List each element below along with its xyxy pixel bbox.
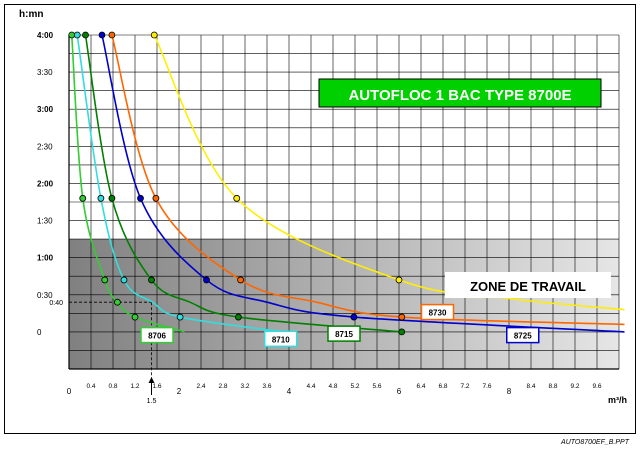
zone-label-box <box>445 272 611 298</box>
reference-lines: 1.5 0:40 <box>49 300 156 405</box>
marker-8730 <box>152 194 160 202</box>
reference-y-label: 0:40 <box>49 300 63 307</box>
y-tick-label: 0:30 <box>37 291 53 300</box>
series-label-box-8730 <box>420 303 455 321</box>
series-label-group: 870687108715872587308760 <box>140 281 540 348</box>
marker-8730 <box>237 276 245 284</box>
x-tick-label-minor: 9.6 <box>592 383 601 390</box>
x-tick-label-major: 6 <box>397 387 402 396</box>
marker-8706 <box>101 276 109 284</box>
markers <box>68 31 406 336</box>
marker-8730 <box>108 31 116 39</box>
x-tick-label-minor: 7.6 <box>482 383 491 390</box>
y-axis-label: h:mn <box>19 9 43 20</box>
marker-8706 <box>68 31 76 39</box>
marker-8715 <box>108 194 116 202</box>
y-tick-label: 1:30 <box>37 217 53 226</box>
y-tick-label: 3:30 <box>37 68 53 77</box>
marker-8715 <box>234 313 242 321</box>
axes <box>68 35 619 370</box>
title-box <box>318 78 602 108</box>
y-tick-label: 2:30 <box>37 142 53 151</box>
x-tick-label-minor: 5.6 <box>372 383 381 390</box>
series-label-8725: 8725 <box>514 332 532 341</box>
tick-labels: 4:00 3:30 3:00 2:30 2:00 1:30 1:00 0:30 0 0 2 4 6 8 0.… <box>37 31 602 396</box>
curve-8710 <box>76 34 284 333</box>
marker-8760 <box>395 276 403 284</box>
x-tick-label-minor: 2.4 <box>196 383 205 390</box>
series-label-box-8710 <box>264 330 298 348</box>
x-tick-label-minor: 7.2 <box>460 383 469 390</box>
marker-8710 <box>176 313 184 321</box>
x-tick-label-minor: 3.2 <box>240 383 249 390</box>
chart-svg: 1.50:40 870687108715872587308760 4:003:3… <box>19 9 627 405</box>
curve-8715 <box>84 34 402 333</box>
y-tick-label: 0 <box>37 328 42 337</box>
y-tick-label: 2:00 <box>37 179 54 188</box>
curve-8760 <box>153 34 625 311</box>
x-axis-label: m³/h <box>608 395 627 405</box>
x-tick-label-minor: 1.6 <box>152 383 161 390</box>
x-tick-label-minor: 2.8 <box>218 383 227 390</box>
marker-8725 <box>203 276 210 284</box>
x-tick-label-minor: 0.8 <box>108 383 117 390</box>
chart-title: AUTOFLOC 1 BAC TYPE 8700E <box>348 87 571 104</box>
x-tick-label-minor: 9.2 <box>570 383 579 390</box>
marker-8715 <box>82 31 89 39</box>
marker-8725 <box>98 31 106 39</box>
marker-8760 <box>150 31 158 39</box>
x-tick-label-minor: 3.6 <box>262 383 271 390</box>
work-zone-area <box>69 239 619 369</box>
marker-8725 <box>137 194 144 202</box>
marker-8725 <box>350 313 358 321</box>
marker-8730 <box>398 313 406 321</box>
file-name: AUTO8700EF_B.PPT <box>561 439 629 446</box>
series-label-8730: 8730 <box>429 309 447 318</box>
reference-arrow <box>148 377 155 383</box>
x-tick-label-minor: 0.4 <box>86 383 95 390</box>
marker-8715 <box>148 276 155 284</box>
series-label-box-8706 <box>140 326 174 344</box>
series-label-8710: 8710 <box>272 335 290 344</box>
x-tick-label-minor: 4.4 <box>306 383 315 390</box>
x-tick-label-minor: 4.8 <box>328 383 337 390</box>
x-tick-label-major: 2 <box>177 387 182 396</box>
y-tick-label: 4:00 <box>37 31 54 40</box>
marker-8710 <box>97 194 105 202</box>
x-tick-label-major: 4 <box>287 387 292 396</box>
reference-x-label: 1.5 <box>147 398 157 405</box>
y-tick-label: 3:00 <box>37 105 54 114</box>
x-tick-label-minor: 8.4 <box>526 383 535 390</box>
series-label-8706: 8706 <box>148 332 166 341</box>
zone-label: ZONE DE TRAVAIL <box>470 279 586 294</box>
series-label-box-8725 <box>506 326 540 344</box>
curve-8725 <box>101 34 625 333</box>
x-tick-label-minor: 8.8 <box>548 383 557 390</box>
curve-8730 <box>111 34 625 326</box>
chart-frame: 1.50:40 870687108715872587308760 4:003:3… <box>4 4 636 434</box>
series-label-box-8715 <box>327 325 361 342</box>
x-tick-label-minor: 1.2 <box>130 383 139 390</box>
marker-8715 <box>398 328 406 336</box>
marker-8710 <box>120 276 128 284</box>
marker-8706 <box>114 298 121 306</box>
marker-8760 <box>233 194 241 202</box>
x-tick-label-minor: 6.8 <box>438 383 447 390</box>
x-tick-label-minor: 5.2 <box>350 383 359 390</box>
series-label-8715: 8715 <box>335 330 353 339</box>
marker-8706 <box>79 194 87 202</box>
x-tick-label-major: 8 <box>507 387 512 396</box>
marker-8706 <box>131 313 139 321</box>
y-tick-label: 1:00 <box>37 254 54 263</box>
x-tick-label-minor: 6.4 <box>416 383 425 390</box>
marker-8710 <box>73 31 81 39</box>
x-tick-label-major: 0 <box>67 387 72 396</box>
